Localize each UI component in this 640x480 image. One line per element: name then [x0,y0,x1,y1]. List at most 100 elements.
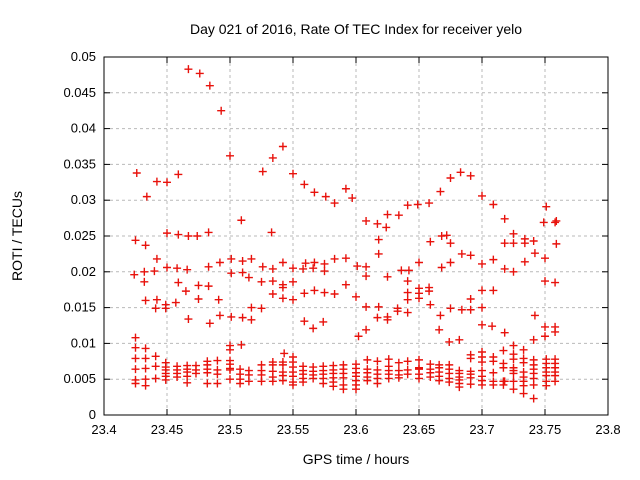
x-tick-label: 23.6 [343,422,368,437]
data-point-marker [141,364,150,373]
data-point-marker [213,379,222,388]
data-point-marker [500,239,509,248]
data-point-marker [519,381,528,390]
data-point-marker [184,65,193,74]
data-point-marker [193,232,202,240]
data-point-marker [426,237,435,246]
y-tick-label: 0.04 [71,121,96,136]
data-point-marker [415,355,423,364]
data-point-marker [457,249,466,258]
data-point-marker [257,377,266,386]
data-point-marker [542,202,551,211]
data-point-marker [174,170,183,179]
y-tick-label: 0.01 [71,335,96,350]
data-point-marker [268,264,277,273]
data-point-marker [466,295,475,304]
data-point-marker [446,304,455,313]
data-point-marker [509,239,518,248]
data-point-marker [320,288,329,297]
data-point-marker [489,357,498,366]
data-point-marker [509,267,518,276]
data-point-marker [204,262,213,271]
data-point-marker [362,216,371,225]
data-point-marker [257,304,266,313]
data-point-marker [194,295,203,304]
data-point-marker [341,254,350,263]
data-point-marker [541,332,549,341]
data-point-marker [205,81,214,90]
data-point-marker [320,267,329,276]
data-point-marker [329,382,338,391]
data-point-marker [237,340,246,349]
data-point-marker [353,262,362,271]
data-point-marker [466,354,475,363]
data-point-marker [183,378,192,387]
data-point-marker [257,277,266,286]
data-point-marker [499,346,508,355]
data-point-marker [140,277,149,286]
data-point-marker [320,259,329,268]
data-point-marker [552,216,561,225]
data-point-marker [151,304,160,313]
data-point-marker [519,358,528,367]
data-point-marker [383,272,392,281]
data-point-marker [141,354,150,363]
data-point-marker [268,289,277,298]
data-point-marker [520,257,529,266]
data-point-marker [184,315,193,324]
data-point-marker [457,305,466,314]
data-point-marker [509,355,518,364]
data-point-marker [191,369,200,378]
data-point-marker [226,151,234,160]
data-point-marker [352,385,360,394]
data-point-marker [489,255,498,264]
data-point-marker [499,363,508,372]
x-tick-label: 23.7 [469,422,494,437]
data-point-marker [539,218,548,227]
x-tick-label: 23.65 [403,422,436,437]
data-point-marker [425,199,434,208]
data-point-marker [278,283,287,292]
data-point-marker [247,303,256,312]
data-point-marker [446,258,455,267]
data-point-marker [478,380,486,389]
data-point-marker [289,169,297,178]
data-point-marker [354,332,363,341]
data-point-marker [426,373,435,382]
x-tick-label: 23.55 [277,422,310,437]
data-point-marker [226,375,234,384]
data-point-marker [227,254,236,263]
data-point-marker [374,235,383,244]
data-point-marker [425,287,434,296]
data-point-marker [446,239,455,248]
data-point-marker [529,335,538,344]
data-point-marker [455,335,464,344]
data-point-marker [529,237,538,246]
data-point-marker [215,258,224,267]
data-point-marker [278,360,287,369]
data-point-marker [330,254,339,263]
data-point-marker [509,369,518,378]
data-point-marker [363,355,372,364]
data-point-marker [552,239,561,248]
data-point-marker [161,375,170,384]
data-point-marker [310,188,319,197]
data-point-marker [184,232,193,240]
data-point-marker [278,142,287,151]
data-point-marker [394,358,403,367]
data-point-marker [204,228,213,237]
data-point-marker [131,236,140,245]
data-point-marker [437,232,446,240]
data-point-marker [268,153,277,162]
data-point-marker [362,302,371,311]
data-point-marker [478,358,486,367]
data-point-marker [541,277,549,286]
data-point-marker [150,267,159,276]
data-point-marker [509,341,518,350]
data-point-marker [520,239,529,248]
data-point-marker [289,295,297,304]
data-point-marker [374,249,383,258]
x-tick-label: 23.8 [595,422,620,437]
data-point-marker [466,305,475,314]
data-point-marker [174,278,183,287]
